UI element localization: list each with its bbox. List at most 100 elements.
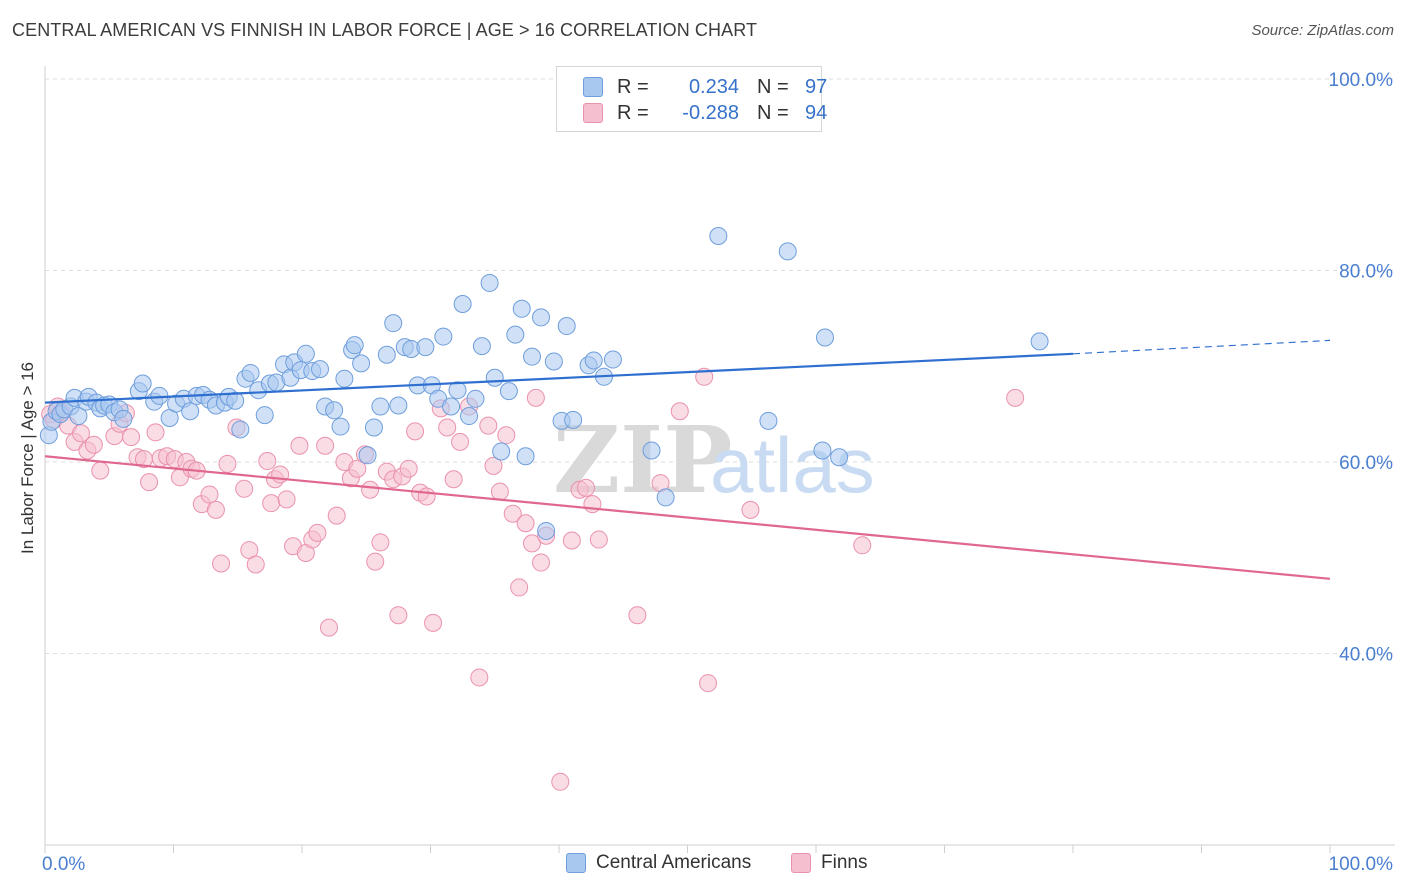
finns-point (271, 465, 290, 484)
finns-point (348, 459, 367, 478)
central-americans-point (466, 389, 485, 408)
central-americans-point (226, 391, 245, 410)
blue-swatch (566, 853, 586, 873)
finns-point (290, 436, 309, 455)
finns-point (479, 416, 498, 435)
central-americans-point (830, 448, 849, 467)
finns-point (853, 536, 872, 555)
central-americans-point (480, 273, 499, 292)
axis-labels: 40.0% 60.0% 80.0% 100.0% 0.0% 100.0% In Labor … (18, 70, 1393, 875)
finns-point (516, 514, 535, 533)
legend-n-value: 97 (805, 75, 828, 98)
central-americans-point (181, 402, 200, 421)
chart-title: CENTRAL AMERICAN VS FINNISH IN LABOR FOR… (12, 20, 758, 40)
central-americans-point (557, 317, 576, 336)
finns-point (589, 530, 608, 549)
central-americans-point (499, 382, 518, 401)
axes (44, 66, 1395, 853)
finns-point (316, 436, 335, 455)
central-americans-point (335, 369, 354, 388)
central-americans-point (364, 418, 383, 437)
central-americans-points (39, 227, 1049, 540)
finns-point (417, 487, 436, 506)
finns-points (41, 367, 1025, 791)
source-credit: Source: ZipAtlas.com (1251, 22, 1394, 39)
legend-label-central-americans: Central Americans (596, 852, 752, 873)
pink-swatch (791, 853, 811, 873)
central-americans-trend-extension (1072, 339, 1331, 355)
central-americans-point (472, 337, 491, 356)
central-americans-point (296, 344, 315, 363)
central-americans-point (241, 363, 260, 382)
finns-point (277, 490, 296, 509)
central-americans-point (358, 446, 377, 465)
finns-point (628, 606, 647, 625)
central-americans-point (506, 325, 525, 344)
finns-point (371, 533, 390, 552)
central-americans-point (231, 420, 250, 439)
central-americans-point (564, 410, 583, 429)
legend-r-label: R = (617, 75, 649, 98)
finns-point (424, 613, 443, 632)
central-americans-point (537, 521, 556, 540)
finns-point (438, 418, 457, 437)
legend-n-label: N = (757, 75, 789, 98)
correlation-legend: R = 0.234 N = 97 R = -0.288 N = 94 (556, 66, 827, 132)
finns-point (258, 452, 277, 471)
finns-point (84, 435, 103, 454)
central-americans-point (516, 447, 535, 466)
y-tick-label: 60.0% (1339, 453, 1393, 474)
finns-point (576, 478, 595, 497)
central-americans-point (813, 441, 832, 460)
central-americans-point (442, 397, 461, 416)
finns-point (235, 479, 254, 498)
y-tick-label: 100.0% (1329, 70, 1394, 91)
finns-point (122, 428, 141, 447)
central-americans-point (325, 401, 344, 420)
finns-point (200, 485, 219, 504)
central-americans-point (584, 351, 603, 370)
legend-r-value: -0.288 (682, 101, 739, 124)
central-americans-point (255, 406, 274, 425)
central-americans-point (345, 336, 364, 355)
finns-point (91, 461, 110, 480)
legend-r-value: 0.234 (688, 75, 739, 98)
finns-point (319, 618, 338, 637)
finns-point (470, 668, 489, 687)
finns-point (212, 554, 231, 573)
central-americans-point (512, 299, 531, 318)
finns-point (490, 482, 509, 501)
central-americans-point (492, 442, 511, 461)
legend-row-central-americans: R = 0.234 N = 97 (583, 75, 827, 99)
central-americans-point (69, 407, 88, 426)
legend-n-label: N = (757, 101, 789, 124)
central-americans-point (384, 314, 403, 333)
central-americans-point (389, 396, 408, 415)
central-americans-point (544, 352, 563, 371)
legend-n-value: 94 (805, 101, 828, 124)
central-americans-point (453, 295, 472, 314)
series-legend: Central Americans Finns (0, 852, 1406, 878)
finns-point (503, 504, 522, 523)
finns-point (389, 606, 408, 625)
central-americans-point (523, 347, 542, 366)
central-americans-point (778, 242, 797, 261)
y-tick-label: 80.0% (1339, 262, 1393, 283)
legend-item-finns: Finns (791, 852, 867, 874)
central-americans-trend-line (44, 352, 1074, 404)
finns-point (140, 473, 159, 492)
finns-point (670, 402, 689, 421)
finns-point (510, 578, 529, 597)
finns-point (262, 494, 281, 513)
central-americans-point (114, 409, 133, 428)
finns-point (551, 772, 570, 791)
finns-point (327, 506, 346, 525)
central-americans-point (642, 441, 661, 460)
finns-point (532, 553, 551, 572)
central-americans-point (448, 381, 467, 400)
legend-item-central-americans: Central Americans (566, 852, 751, 874)
watermark: ZIP atlas (553, 406, 875, 514)
legend-row-finns: R = -0.288 N = 94 (583, 101, 827, 125)
finns-point (246, 555, 265, 574)
